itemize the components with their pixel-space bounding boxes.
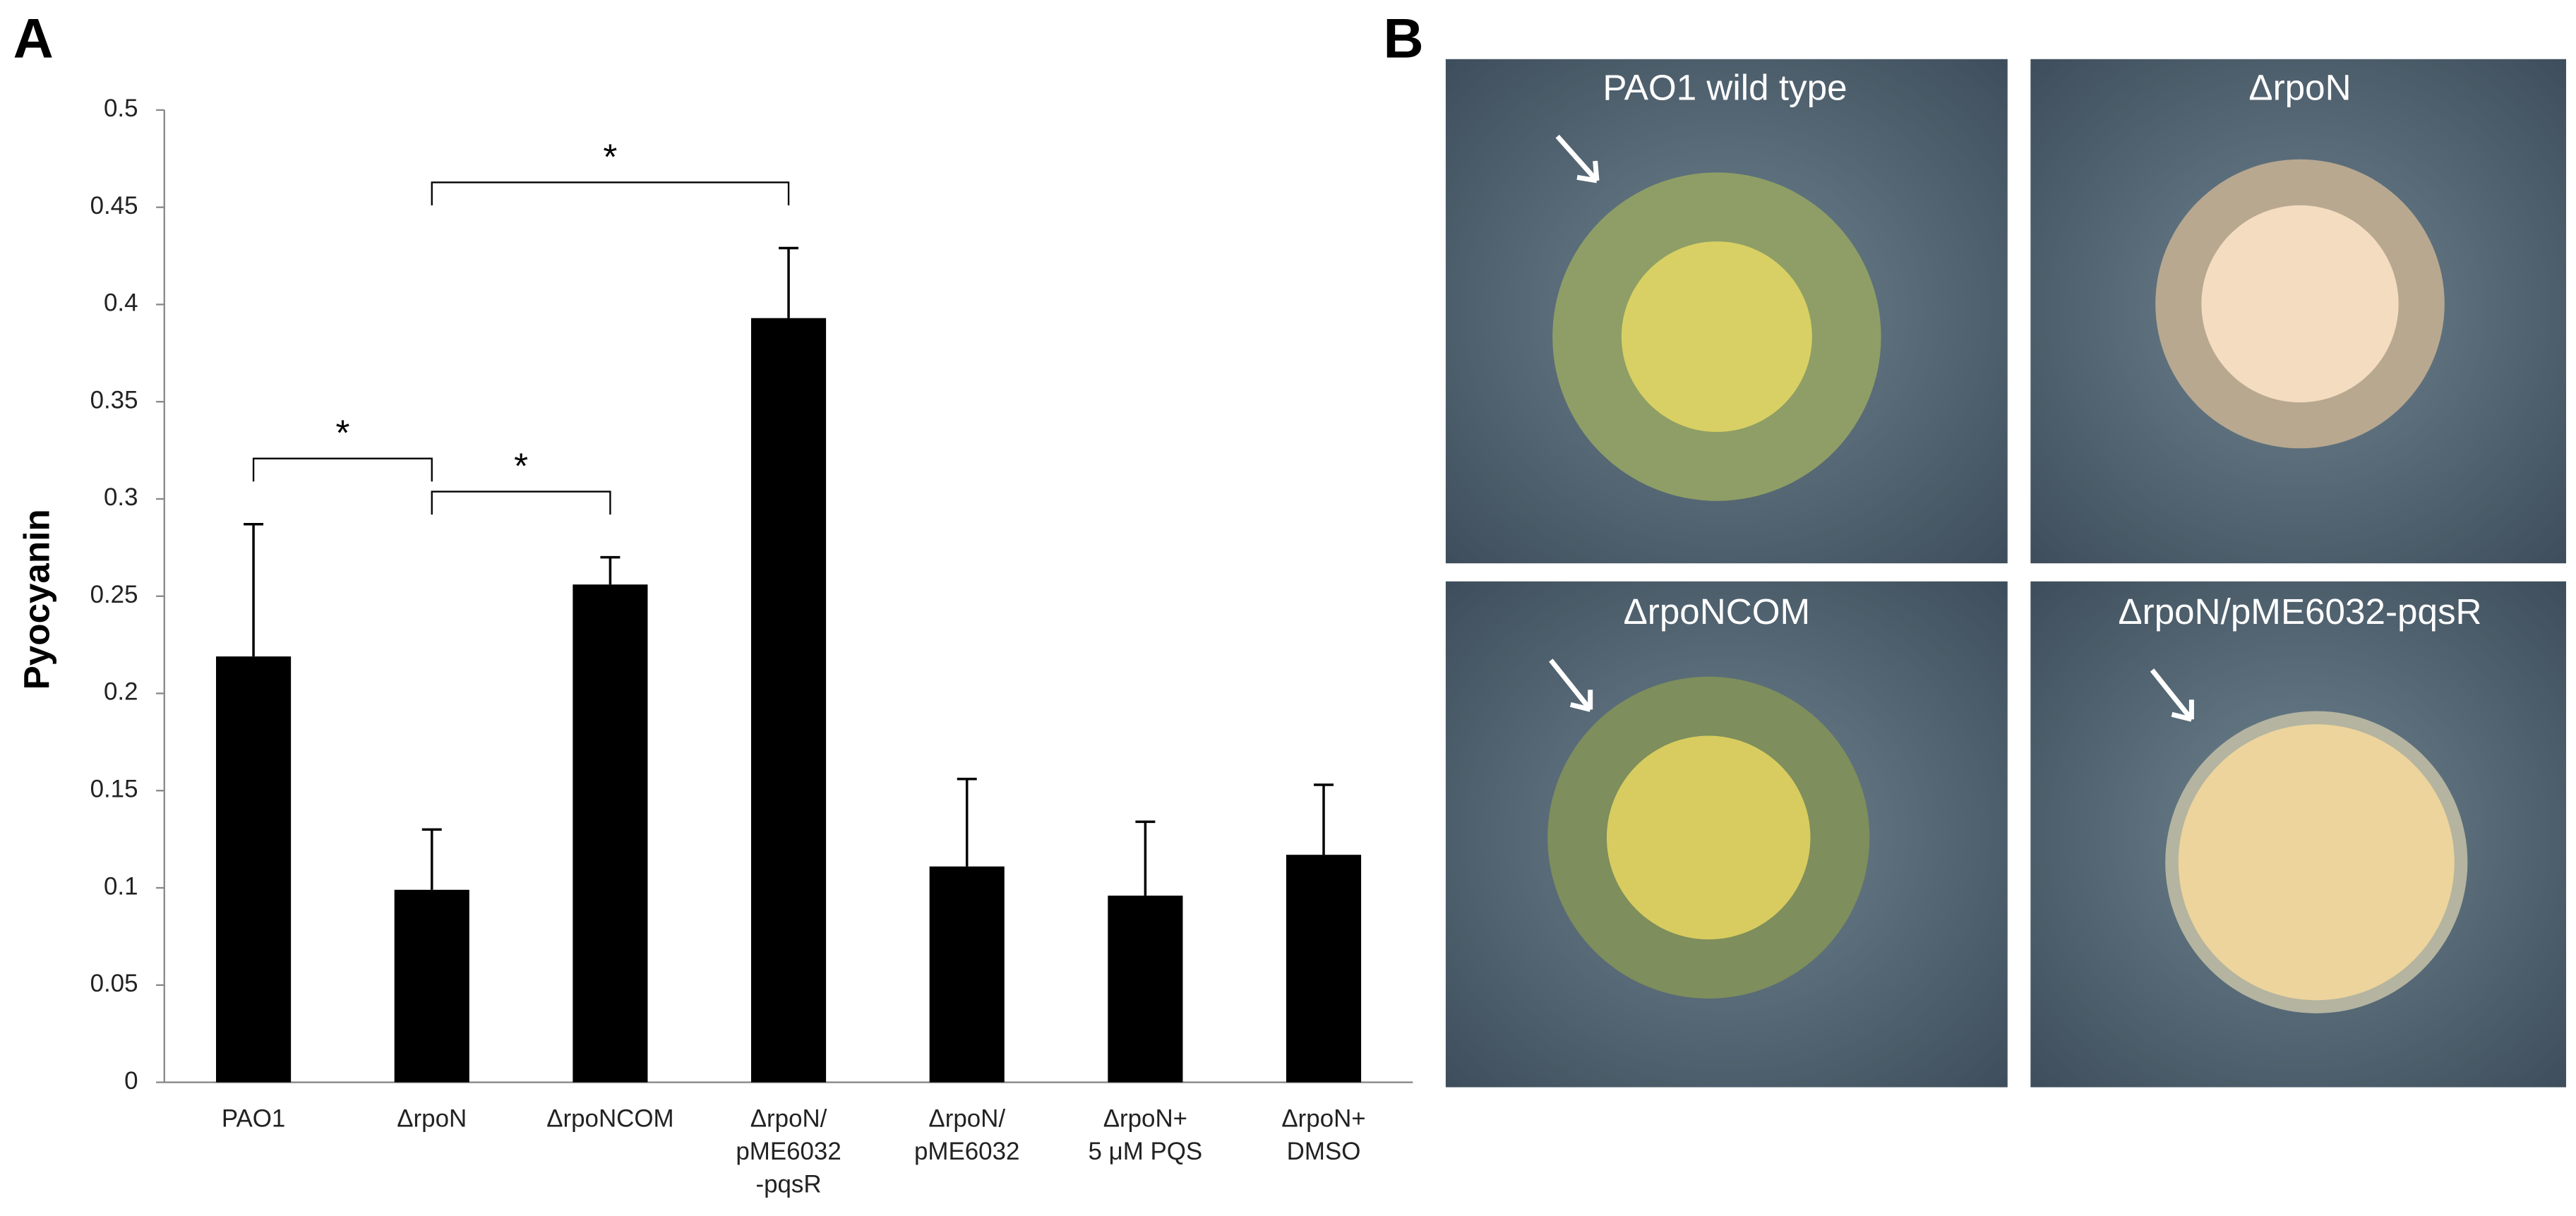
error-bar [779, 246, 799, 318]
y-tick-label: 0.45 [90, 192, 138, 219]
significance-label: * [514, 445, 528, 486]
y-tick-label: 0.2 [104, 678, 138, 706]
photo: ΔrpoN [2030, 59, 2566, 564]
x-tick-label: DMSO [1287, 1138, 1361, 1165]
y-tick-label: 0.15 [90, 775, 138, 802]
error-bar [957, 777, 977, 867]
x-tick-label: ΔrpoN+ [1281, 1104, 1365, 1132]
significance-label: * [335, 413, 349, 453]
photo-label: ΔrpoN/pME6032-pqsR [2118, 591, 2481, 632]
x-tick-label: PAO1 [222, 1104, 286, 1132]
y-tick-label: 0 [124, 1067, 138, 1095]
y-tick-label: 0.4 [104, 289, 138, 317]
photo: ΔrpoNCOM [1445, 581, 2008, 1088]
bar [216, 656, 292, 1083]
bar [1108, 896, 1183, 1083]
x-tick-label: -pqsR [756, 1170, 822, 1198]
error-bar [1135, 820, 1156, 896]
x-tick-label: ΔrpoN [397, 1104, 467, 1132]
panel-letter: B [1383, 6, 1423, 69]
photo-label: PAO1 wild type [1602, 68, 1847, 108]
photo-label: ΔrpoN [2248, 68, 2351, 108]
significance-bracket [431, 490, 611, 515]
significance-bracket [431, 181, 790, 206]
photo: ΔrpoN/pME6032-pqsR [2030, 581, 2566, 1088]
x-tick-label: 5 μM PQS [1089, 1138, 1203, 1165]
y-axis-label: Pyocyanin [16, 509, 56, 690]
error-bar [600, 555, 621, 585]
error-bar [421, 828, 442, 890]
x-tick-label: pME6032 [736, 1138, 841, 1165]
photo-label: ΔrpoNCOM [1624, 591, 1811, 632]
x-tick-label: ΔrpoN+ [1103, 1104, 1187, 1132]
panel-letter: A [13, 6, 54, 69]
x-tick-label: ΔrpoN/ [750, 1104, 827, 1132]
y-tick-label: 0.1 [104, 872, 138, 900]
bar [750, 318, 827, 1083]
y-tick-label: 0.05 [90, 970, 138, 997]
x-tick-label: pME6032 [914, 1138, 1019, 1165]
y-tick-label: 0.25 [90, 581, 138, 608]
y-tick-label: 0.5 [104, 95, 138, 122]
bar [573, 584, 648, 1083]
error-bar [1314, 783, 1334, 855]
photo: PAO1 wild type [1445, 59, 2008, 564]
y-tick-label: 0.35 [90, 386, 138, 414]
bar [1286, 855, 1362, 1083]
significance-label: * [603, 136, 617, 176]
error-bar [244, 523, 264, 657]
significance-bracket [252, 457, 433, 482]
x-tick-label: ΔrpoN/ [928, 1104, 1005, 1132]
y-tick-label: 0.3 [104, 483, 138, 511]
bar [929, 866, 1005, 1083]
x-tick-label: ΔrpoNCOM [546, 1104, 673, 1132]
bar [394, 889, 469, 1083]
